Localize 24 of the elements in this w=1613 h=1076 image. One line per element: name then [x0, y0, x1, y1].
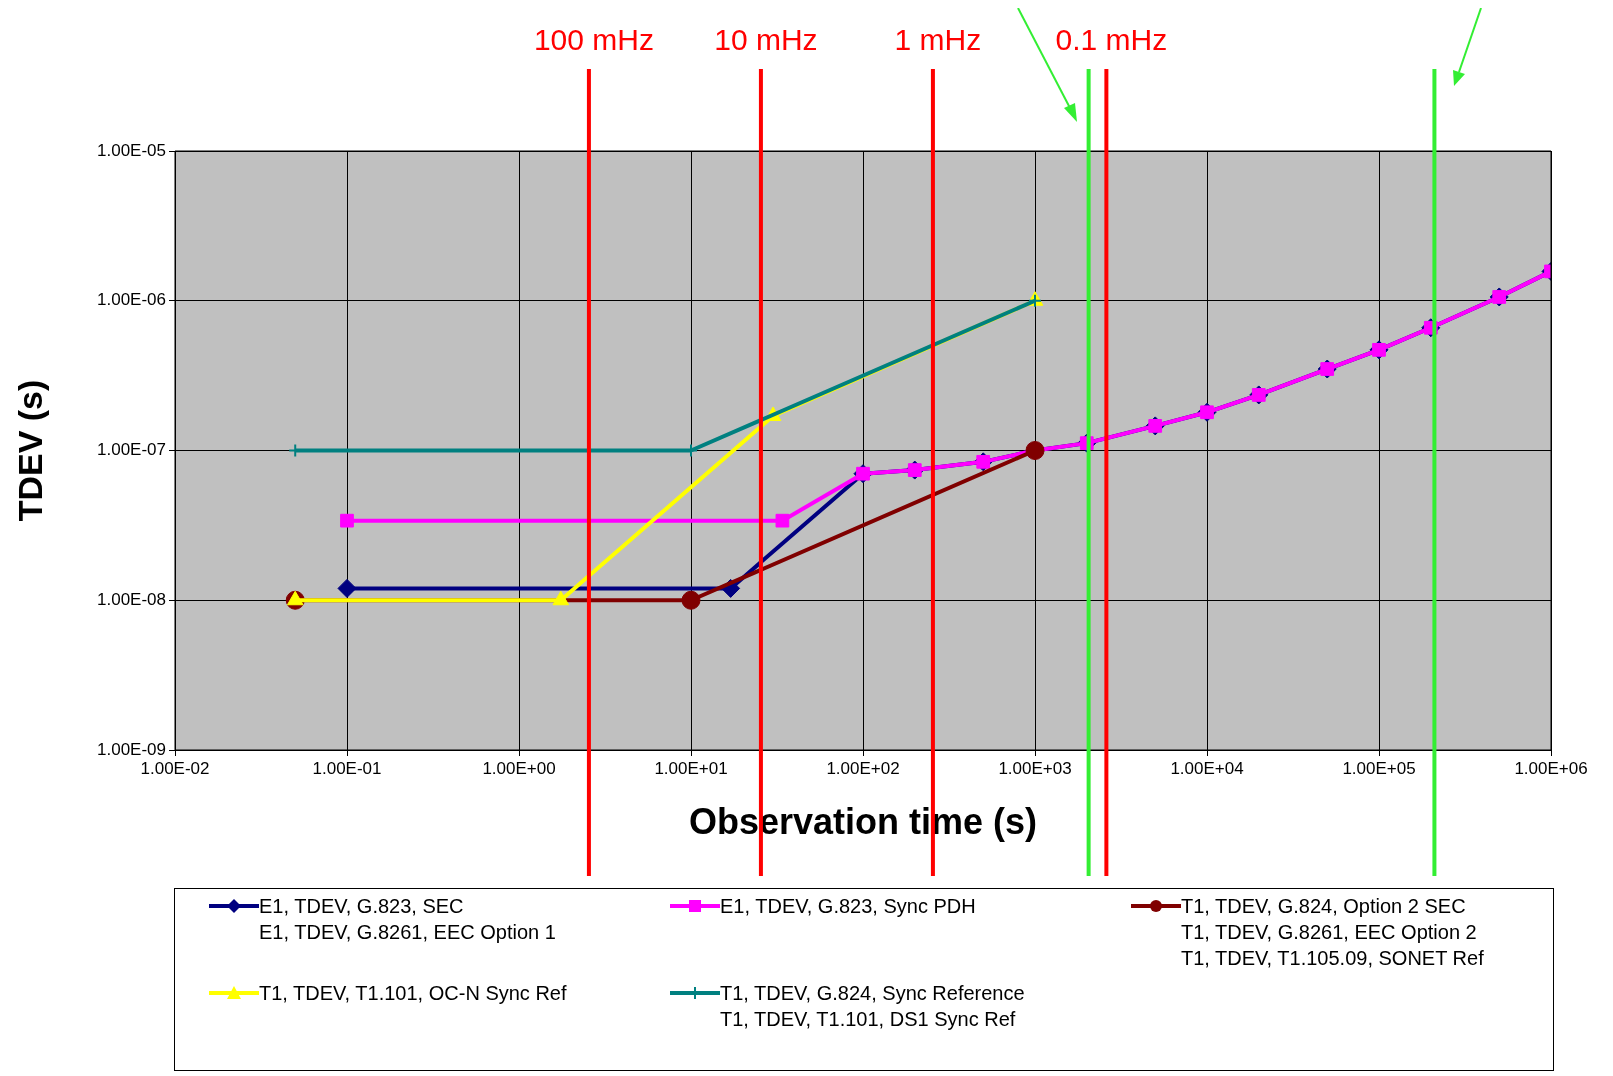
legend-label: T1, TDEV, G.824, Option 2 SEC T1, TDEV, G.8261, EEC Option 2 T1, TDEV, T1.105.09, SONET Ref — [1181, 894, 1484, 971]
x-tick-label: 1.00E-01 — [312, 758, 382, 778]
legend-label: T1, TDEV, T1.101, OC-N Sync Ref — [259, 981, 567, 1006]
ref-line-label: 100 mHz — [533, 23, 654, 57]
ref-line-label: 10 mHz — [714, 23, 818, 57]
y-tick-label: 1.00E-08 — [97, 589, 166, 609]
x-tick-label: 1.00E+06 — [1514, 758, 1588, 778]
ref-line-label: 1 mHz — [894, 23, 982, 57]
x-tick-label: 1.00E+00 — [482, 758, 556, 778]
legend-label: E1, TDEV, G.823, SEC E1, TDEV, G.8261, EEC Option 1 — [259, 894, 556, 945]
x-tick-label: 1.00E+03 — [998, 758, 1072, 778]
y-tick-label: 1.00E-05 — [97, 140, 166, 160]
y-axis-title: TDEV (s) — [10, 379, 49, 522]
x-tick-label: 1.00E+01 — [654, 758, 728, 778]
x-tick-label: 1.00E+04 — [1170, 758, 1244, 778]
legend-label: T1, TDEV, G.824, Sync Reference T1, TDEV, T1.101, DS1 Sync Ref — [720, 981, 1025, 1032]
legend-label: E1, TDEV, G.823, Sync PDH — [720, 894, 976, 919]
x-tick-label: 1.00E+02 — [826, 758, 900, 778]
y-tick-label: 1.00E-06 — [97, 290, 166, 310]
y-tick-label: 1.00E-09 — [97, 739, 166, 759]
ref-line-label: 0.1 mHz — [1055, 23, 1168, 57]
x-tick-label: 1.00E-02 — [140, 758, 210, 778]
x-tick-label: 1.00E+05 — [1342, 758, 1416, 778]
y-tick-label: 1.00E-07 — [97, 440, 166, 460]
